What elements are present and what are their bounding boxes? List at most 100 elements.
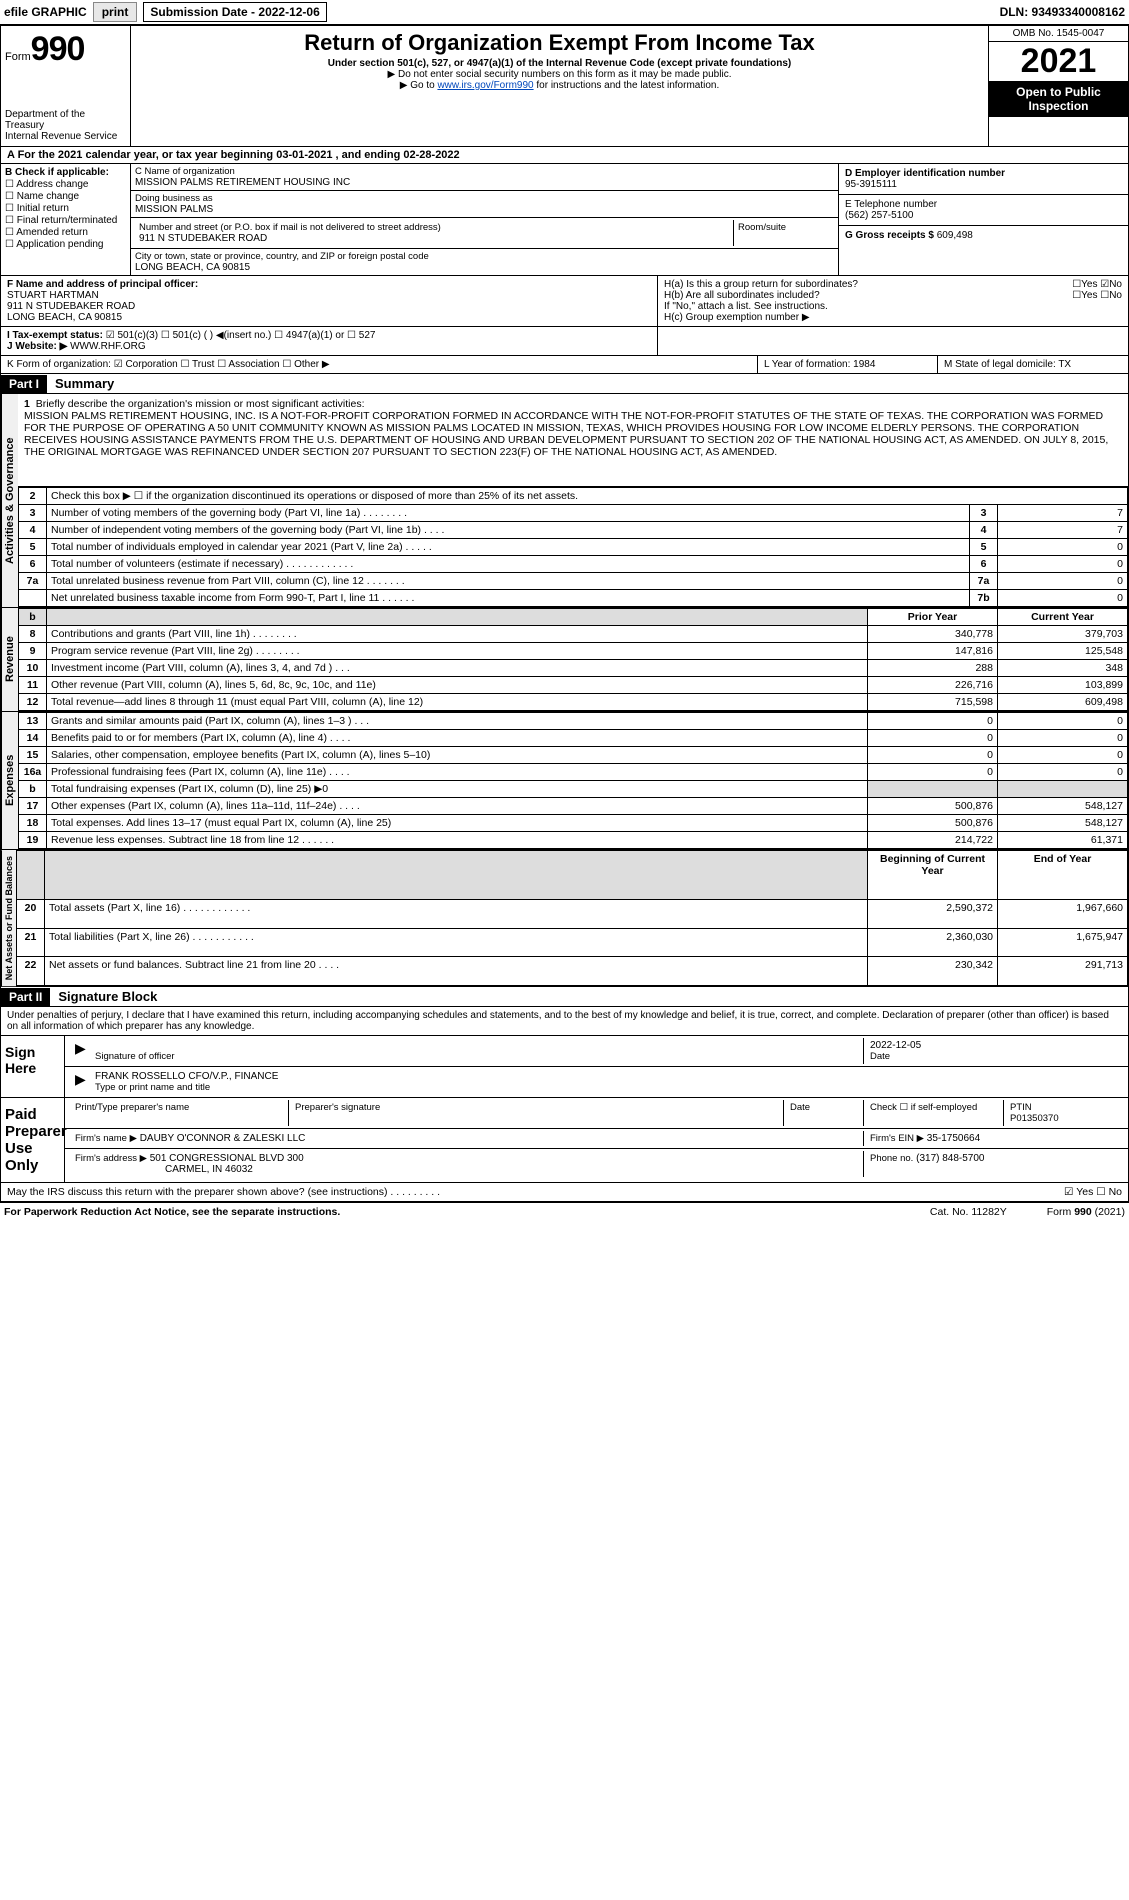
table-row: 15Salaries, other compensation, employee…	[19, 747, 1128, 764]
room-label: Room/suite	[738, 222, 830, 233]
table-row: 10Investment income (Part VIII, column (…	[19, 660, 1128, 677]
table-row: 19Revenue less expenses. Subtract line 1…	[19, 832, 1128, 849]
topbar: efile GRAPHIC print Submission Date - 20…	[0, 0, 1129, 25]
mission-label: Briefly describe the organization's miss…	[36, 398, 365, 410]
h-b-note: If "No," attach a list. See instructions…	[664, 301, 1122, 312]
mission-num: 1	[24, 398, 30, 410]
table-row: 9Program service revenue (Part VIII, lin…	[19, 643, 1128, 660]
mission-row: 1 Briefly describe the organization's mi…	[18, 394, 1128, 487]
part1-title: Summary	[47, 374, 122, 393]
chk-name[interactable]: ☐ Name change	[5, 191, 126, 202]
form-sub3: ▶ Go to www.irs.gov/Form990 for instruct…	[137, 80, 982, 91]
org-name: MISSION PALMS RETIREMENT HOUSING INC	[135, 177, 834, 188]
print-button[interactable]: print	[93, 2, 138, 22]
officer-name: STUART HARTMAN	[7, 290, 99, 301]
dln: DLN: 93493340008162	[1000, 5, 1125, 19]
sign-here-block: Sign Here ▶ Signature of officer 2022-12…	[0, 1036, 1129, 1098]
period-a: A For the 2021 calendar year, or tax yea…	[7, 149, 276, 161]
table-row: 12Total revenue—add lines 8 through 11 (…	[19, 694, 1128, 711]
sub3-pre: ▶ Go to	[400, 80, 438, 91]
period-mid: , and ending	[336, 149, 404, 161]
irs-link[interactable]: www.irs.gov/Form990	[437, 80, 533, 91]
mission-text: MISSION PALMS RETIREMENT HOUSING, INC. I…	[24, 410, 1108, 458]
table-header-row: bPrior YearCurrent Year	[19, 609, 1128, 626]
c-name-label: C Name of organization	[135, 166, 834, 177]
entity-section: B Check if applicable: ☐ Address change …	[0, 164, 1129, 276]
form-title-block: Return of Organization Exempt From Incom…	[131, 26, 988, 146]
form-sub1: Under section 501(c), 527, or 4947(a)(1)…	[137, 58, 982, 69]
status-right-spacer	[658, 327, 1128, 355]
firmcity-value: CARMEL, IN 46032	[165, 1164, 253, 1175]
box-deg: D Employer identification number 95-3915…	[838, 164, 1128, 275]
form-id-block: Form990 Department of the Treasury Inter…	[1, 26, 131, 146]
discuss-yn[interactable]: ☑ Yes ☐ No	[1064, 1186, 1122, 1198]
form-word: Form	[5, 51, 31, 63]
side-revenue: Revenue	[1, 608, 18, 711]
sign-here-label: Sign Here	[1, 1036, 65, 1097]
i-label: I Tax-exempt status:	[7, 330, 103, 341]
city-label: City or town, state or province, country…	[135, 251, 834, 262]
status-row: I Tax-exempt status: ☑ 501(c)(3) ☐ 501(c…	[0, 327, 1129, 356]
table-row: bTotal fundraising expenses (Part IX, co…	[19, 781, 1128, 798]
chk-address[interactable]: ☐ Address change	[5, 179, 126, 190]
omb: OMB No. 1545-0047	[989, 26, 1128, 42]
part2-tag: Part II	[1, 988, 50, 1006]
city-value: LONG BEACH, CA 90815	[135, 262, 834, 273]
efile-label: efile GRAPHIC	[4, 5, 87, 19]
ptin-label: PTIN	[1010, 1102, 1032, 1113]
open-inspection: Open to Public Inspection	[989, 81, 1128, 117]
table-row: 20Total assets (Part X, line 16) . . . .…	[17, 900, 1128, 929]
form-title: Return of Organization Exempt From Incom…	[137, 30, 982, 56]
gov-table: 2Check this box ▶ ☐ if the organization …	[18, 487, 1128, 607]
sig-type-label: Type or print name and title	[95, 1082, 210, 1093]
h-b-yn[interactable]: ☐Yes ☐No	[1072, 290, 1122, 301]
j-label: J Website: ▶	[7, 341, 67, 352]
dba-name: MISSION PALMS	[135, 204, 834, 215]
table-row: 8Contributions and grants (Part VIII, li…	[19, 626, 1128, 643]
officer-label: F Name and address of principal officer:	[7, 279, 198, 290]
prep-sig-label: Preparer's signature	[289, 1100, 784, 1126]
h-a-yn[interactable]: ☐Yes ☑No	[1072, 279, 1122, 290]
dept-1: Department of the Treasury	[5, 109, 126, 131]
form-number: 990	[31, 30, 85, 68]
firmname-value: DAUBY O'CONNOR & ZALESKI LLC	[140, 1133, 306, 1144]
table-row: 18Total expenses. Add lines 13–17 (must …	[19, 815, 1128, 832]
gross-value: 609,498	[937, 230, 973, 241]
firmname-label: Firm's name ▶	[75, 1133, 137, 1144]
sig-date-label: Date	[870, 1051, 890, 1062]
prep-selfemp[interactable]: Check ☐ if self-employed	[864, 1100, 1004, 1126]
table-row: Net unrelated business taxable income fr…	[19, 590, 1128, 607]
signature-declaration: Under penalties of perjury, I declare th…	[0, 1007, 1129, 1036]
chk-initial[interactable]: ☐ Initial return	[5, 203, 126, 214]
table-row: 2Check this box ▶ ☐ if the organization …	[19, 488, 1128, 505]
table-row: 13Grants and similar amounts paid (Part …	[19, 713, 1128, 730]
phone-label: E Telephone number	[845, 199, 937, 210]
expenses-block: Expenses 13Grants and similar amounts pa…	[0, 712, 1129, 850]
ein-label: D Employer identification number	[845, 168, 1005, 179]
tax-year: 2021	[989, 42, 1128, 81]
chk-amended[interactable]: ☐ Amended return	[5, 227, 126, 238]
netassets-table: Beginning of Current YearEnd of Year20To…	[16, 850, 1128, 986]
part1-header: Part I Summary	[0, 374, 1129, 394]
table-row: 16aProfessional fundraising fees (Part I…	[19, 764, 1128, 781]
table-row: 21Total liabilities (Part X, line 26) . …	[17, 928, 1128, 957]
officer-h-row: F Name and address of principal officer:…	[0, 276, 1129, 327]
side-expenses: Expenses	[1, 712, 18, 849]
side-netassets: Net Assets or Fund Balances	[1, 850, 16, 986]
box-k[interactable]: K Form of organization: ☑ Corporation ☐ …	[1, 356, 758, 373]
chk-final[interactable]: ☐ Final return/terminated	[5, 215, 126, 226]
paid-preparer-block: Paid Preparer Use Only Print/Type prepar…	[0, 1098, 1129, 1183]
firmein-value: 35-1750664	[927, 1133, 980, 1144]
dept-2: Internal Revenue Service	[5, 131, 126, 142]
table-row: 7aTotal unrelated business revenue from …	[19, 573, 1128, 590]
klm-row: K Form of organization: ☑ Corporation ☐ …	[0, 356, 1129, 374]
chk-pending[interactable]: ☐ Application pending	[5, 239, 126, 250]
website-value: WWW.RHF.ORG	[70, 341, 146, 352]
i-opts[interactable]: ☑ 501(c)(3) ☐ 501(c) ( ) ◀(insert no.) ☐…	[106, 330, 376, 341]
table-row: 5Total number of individuals employed in…	[19, 539, 1128, 556]
part2-title: Signature Block	[50, 987, 165, 1006]
netassets-block: Net Assets or Fund Balances Beginning of…	[0, 850, 1129, 987]
expenses-table: 13Grants and similar amounts paid (Part …	[18, 712, 1128, 849]
sign-arrow-icon-2: ▶	[69, 1069, 89, 1095]
sign-arrow-icon: ▶	[69, 1038, 89, 1064]
